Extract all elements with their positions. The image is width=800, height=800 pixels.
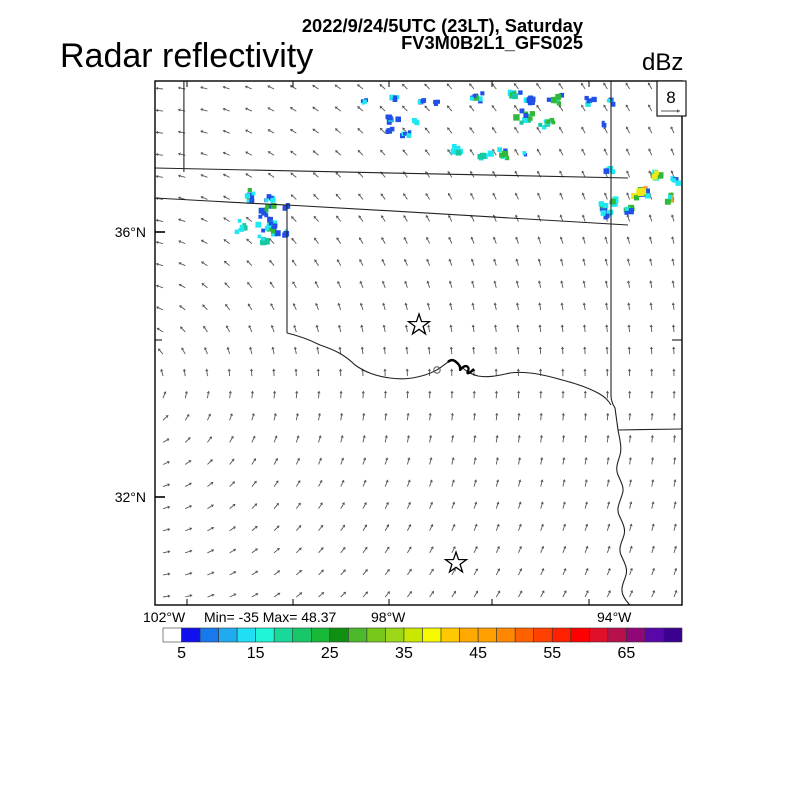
svg-text:65: 65 xyxy=(617,645,635,662)
svg-text:5: 5 xyxy=(177,645,186,662)
svg-text:45: 45 xyxy=(469,645,487,662)
svg-text:55: 55 xyxy=(543,645,561,662)
svg-text:15: 15 xyxy=(247,645,265,662)
svg-text:35: 35 xyxy=(395,645,413,662)
svg-text:25: 25 xyxy=(321,645,339,662)
